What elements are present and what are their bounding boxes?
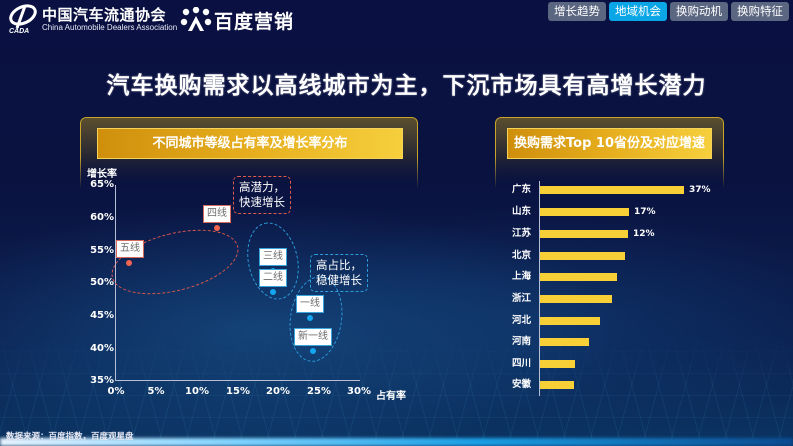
province-label: 四川 [511,358,531,369]
x-tick: 10% [185,386,209,397]
right-panel-header: 换购需求Top 10省份及对应增速 [507,128,712,159]
x-axis-title: 占有率 [376,391,406,402]
high-share-callout: 高占比， 稳健增长 [310,254,368,292]
point-tier4 [214,225,220,231]
bar [540,295,612,303]
bar-row: 山东 17% [495,206,725,218]
bar-axis-line [539,181,540,396]
point-label-tier2: 二线 [259,269,287,287]
growth-label: 12% [633,229,655,239]
partner-name: 百度营销 [214,11,295,33]
point-tier2 [270,289,276,295]
province-label: 河南 [511,336,531,347]
page-title: 汽车换购需求以高线城市为主，下沉市场具有高增长潜力 [106,73,707,99]
growth-label: 37% [689,185,711,195]
bar-row: 广东 37% [495,184,725,196]
y-tick: 65% [90,179,114,190]
province-label: 山东 [511,206,531,217]
bar-row: 上海 [495,271,725,283]
bar-row: 北京 [495,250,725,262]
data-source-note: 数据来源：百度指数，百度观星盘 [6,432,134,442]
left-panel-header: 不同城市等级占有率及增长率分布 [97,128,403,159]
point-label-tier5: 五线 [116,240,144,258]
tab-regional-opportunity[interactable]: 地域机会 [609,2,667,21]
scatter-chart: 增长率 65% 60% 55% 50% 45% 40% 35% 0% 5% 10… [80,160,420,410]
province-label: 河北 [511,315,531,326]
horizon-glow [0,438,793,446]
bar [540,381,574,389]
bar [540,208,629,216]
bar-row: 江苏 12% [495,228,725,240]
bar-row: 河南 [495,336,725,348]
high-potential-callout: 高潜力， 快速增长 [233,176,291,214]
x-tick: 25% [307,386,331,397]
bar-row: 四川 [495,358,725,370]
bar [540,338,589,346]
bar [540,273,617,281]
background-grid [0,330,793,440]
y-axis-title: 增长率 [87,169,117,180]
point-label-tier3: 三线 [259,248,287,266]
y-tick: 60% [90,212,114,223]
province-label: 广东 [511,184,531,195]
bar-row: 浙江 [495,293,725,305]
y-tick: 35% [90,375,114,386]
x-tick: 20% [266,386,290,397]
org-name-en: China Automobile Dealers Association [42,23,178,32]
tab-growth-trend[interactable]: 增长趋势 [548,2,606,21]
y-axis-line [115,185,116,381]
section-nav: 增长趋势 地域机会 换购动机 换购特征 [548,2,789,21]
x-tick: 5% [147,386,165,397]
y-tick: 55% [90,245,114,256]
growth-label: 17% [634,207,656,217]
province-label: 安徽 [511,379,531,390]
bar [540,252,625,260]
bar [540,317,600,325]
bar-row: 安徽 [495,379,725,391]
point-tier5 [126,260,132,266]
y-tick: 45% [90,310,114,321]
point-label-new-tier1: 新一线 [294,328,332,346]
province-label: 北京 [511,250,531,261]
bar [540,230,628,238]
bar-row: 河北 [495,315,725,327]
point-label-tier4: 四线 [203,205,231,223]
province-label: 浙江 [511,293,531,304]
bar [540,360,575,368]
svg-text:CADA: CADA [9,28,29,34]
point-tier1 [307,315,313,321]
x-axis-line [115,380,360,381]
org-name-cn: 中国汽车流通协会 [42,6,167,24]
x-tick: 15% [226,386,250,397]
point-label-tier1: 一线 [296,295,324,313]
tab-purchase-features[interactable]: 换购特征 [731,2,789,21]
baidu-paw-icon [180,7,212,31]
province-bar-chart: 广东 37% 山东 17% 江苏 12% 北京 上海 浙江 河北 河南 四川 安… [495,176,725,396]
province-label: 江苏 [511,228,531,239]
bar [540,186,684,194]
x-tick: 30% [347,386,371,397]
x-tick: 0% [107,386,125,397]
y-tick: 40% [90,343,114,354]
tab-purchase-motivation[interactable]: 换购动机 [670,2,728,21]
y-tick: 50% [90,277,114,288]
cada-logo-icon: CADA [9,4,37,34]
point-new-tier1 [310,348,316,354]
province-label: 上海 [511,271,531,282]
